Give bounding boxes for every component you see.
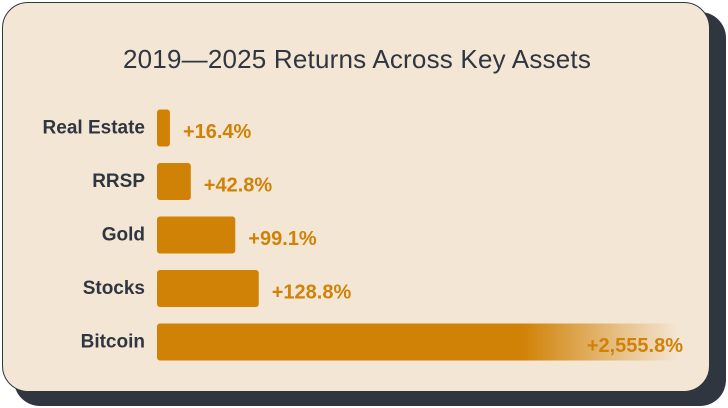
- category-label: Stocks: [83, 278, 145, 299]
- category-label: Bitcoin: [81, 332, 145, 353]
- bar: [157, 270, 259, 307]
- category-label: RRSP: [92, 171, 145, 192]
- value-label: +99.1%: [248, 228, 317, 250]
- chart-card: 2019—2025 Returns Across Key Assets Real…: [2, 2, 710, 392]
- bars-group: Real Estate +16.4% RRSP +42.8% Gold +99.1% Sto…: [43, 109, 683, 361]
- bar: [157, 109, 170, 147]
- value-label: +2,555.8%: [587, 335, 683, 357]
- category-label: Gold: [102, 225, 145, 246]
- bar-chart: Real Estate +16.4% RRSP +42.8% Gold +99.1% Sto…: [43, 109, 683, 361]
- category-label: Real Estate: [43, 118, 145, 139]
- value-label: +16.4%: [183, 121, 252, 143]
- value-label: +42.8%: [204, 175, 273, 197]
- bar: [157, 323, 679, 361]
- value-label: +128.8%: [272, 282, 352, 304]
- bar: [157, 216, 236, 254]
- chart-title: 2019—2025 Returns Across Key Assets: [122, 44, 592, 74]
- bar: [157, 163, 191, 200]
